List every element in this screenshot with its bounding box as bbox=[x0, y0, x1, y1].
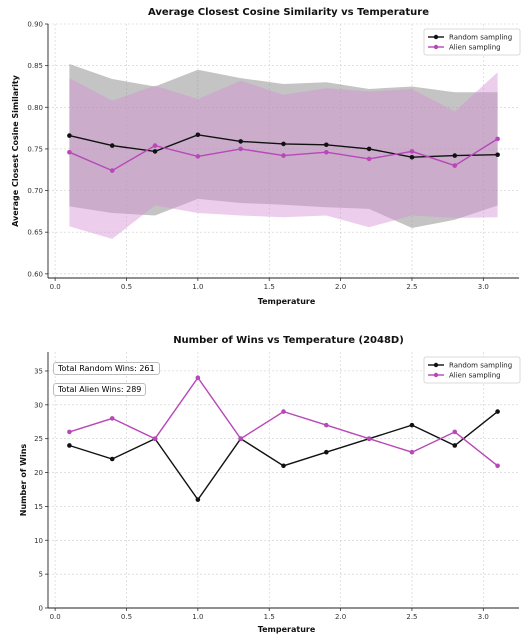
y-tick-label: 0.65 bbox=[27, 229, 43, 237]
legend-label: Alien sampling bbox=[449, 44, 501, 52]
y-tick-label: 35 bbox=[34, 367, 43, 375]
point-random-sampling bbox=[495, 409, 500, 414]
x-tick-label: 0.0 bbox=[50, 283, 61, 291]
point-random-sampling bbox=[238, 139, 243, 144]
point-alien-sampling bbox=[281, 409, 286, 414]
y-tick-label: 10 bbox=[34, 537, 43, 545]
point-alien-sampling bbox=[495, 463, 500, 469]
y-tick-label: 20 bbox=[34, 469, 43, 477]
point-random-sampling bbox=[195, 132, 201, 138]
y-tick-label: 0.90 bbox=[27, 21, 43, 29]
y-tick-label: 0 bbox=[39, 605, 43, 613]
legend-marker bbox=[433, 362, 439, 368]
y-tick-label: 0.60 bbox=[27, 270, 43, 278]
x-tick-label: 0.5 bbox=[121, 283, 132, 291]
x-tick-label: 0.0 bbox=[50, 613, 61, 621]
point-alien-sampling bbox=[238, 436, 243, 441]
annotation-total-random-wins: Total Random Wins: 261 bbox=[53, 362, 160, 375]
x-tick-label: 1.5 bbox=[264, 613, 275, 621]
point-alien-sampling bbox=[366, 436, 372, 441]
legend-marker bbox=[433, 34, 439, 40]
point-random-sampling bbox=[324, 142, 329, 148]
point-alien-sampling bbox=[495, 136, 500, 142]
x-tick-label: 3.0 bbox=[478, 613, 489, 621]
x-tick-label: 2.0 bbox=[335, 613, 346, 621]
point-alien-sampling bbox=[67, 149, 72, 155]
legend: Random sampling Alien sampling bbox=[423, 28, 521, 56]
chart-1: 0.0 0.5 1.0 1.5 2.0 2.5 3.0 0.60 0.65 0.70 0.75 0.8… bbox=[11, 7, 521, 306]
x-tick-label: 1.0 bbox=[192, 283, 203, 291]
legend-marker bbox=[433, 44, 439, 50]
y-tick-label: 0.80 bbox=[27, 104, 43, 112]
point-random-sampling bbox=[409, 422, 415, 428]
point-random-sampling bbox=[195, 497, 201, 502]
point-alien-sampling bbox=[409, 449, 415, 455]
point-alien-sampling bbox=[452, 163, 458, 168]
point-alien-sampling bbox=[281, 153, 286, 158]
y-tick-label: 0.70 bbox=[27, 187, 43, 195]
y-tick-label: 0.75 bbox=[27, 145, 43, 153]
chart-title: Average Closest Cosine Similarity vs Tem… bbox=[148, 7, 429, 18]
y-tick-label: 25 bbox=[34, 435, 43, 443]
line-random-sampling bbox=[69, 411, 499, 501]
x-axis-label: Temperature bbox=[258, 625, 316, 634]
point-random-sampling bbox=[409, 154, 415, 160]
legend: Random sampling Alien sampling bbox=[423, 356, 521, 384]
legend-label: Random sampling bbox=[449, 34, 512, 42]
x-tick-label: 2.0 bbox=[335, 283, 346, 291]
x-tick-label: 3.0 bbox=[478, 283, 489, 291]
point-alien-sampling bbox=[452, 429, 458, 435]
point-alien-sampling bbox=[409, 149, 415, 154]
y-tick-label: 5 bbox=[39, 571, 43, 579]
legend-box bbox=[423, 356, 521, 384]
chart-2: 0.0 0.5 1.0 1.5 2.0 2.5 3.0 0 5 10 15 20 25 30 35 Numbe… bbox=[19, 335, 521, 634]
point-alien-sampling bbox=[366, 156, 372, 162]
point-random-sampling bbox=[495, 152, 500, 158]
annotation-total-alien-wins: Total Alien Wins: 289 bbox=[53, 383, 147, 396]
point-random-sampling bbox=[109, 456, 115, 462]
point-random-sampling bbox=[452, 443, 458, 448]
point-alien-sampling bbox=[238, 146, 243, 152]
point-alien-sampling bbox=[152, 143, 158, 148]
point-random-sampling bbox=[67, 133, 72, 138]
point-random-sampling bbox=[281, 141, 286, 147]
legend-label: Alien sampling bbox=[449, 372, 501, 380]
point-alien-sampling bbox=[109, 416, 115, 421]
point-alien-sampling bbox=[152, 436, 158, 441]
legend-label: Random sampling bbox=[449, 362, 512, 370]
point-random-sampling bbox=[366, 146, 372, 152]
legend-box bbox=[423, 28, 521, 56]
point-alien-sampling bbox=[195, 154, 201, 159]
x-tick-label: 1.5 bbox=[264, 283, 275, 291]
point-alien-sampling bbox=[67, 429, 72, 435]
point-random-sampling bbox=[109, 143, 115, 148]
x-tick-label: 2.5 bbox=[406, 613, 417, 621]
x-tick-label: 0.5 bbox=[121, 613, 132, 621]
point-random-sampling bbox=[324, 449, 329, 455]
x-tick-label: 2.5 bbox=[406, 283, 417, 291]
point-random-sampling bbox=[67, 443, 72, 448]
point-alien-sampling bbox=[195, 375, 201, 381]
point-random-sampling bbox=[152, 149, 158, 154]
legend-marker bbox=[433, 372, 439, 378]
x-tick-label: 1.0 bbox=[192, 613, 203, 621]
point-random-sampling bbox=[281, 463, 286, 469]
y-axis-label: Average Closest Cosine Similarity bbox=[11, 74, 20, 227]
x-axis-label: Temperature bbox=[258, 297, 316, 306]
y-axis-label: Number of Wins bbox=[19, 444, 28, 517]
point-random-sampling bbox=[452, 153, 458, 158]
point-alien-sampling bbox=[109, 168, 115, 173]
y-tick-label: 0.85 bbox=[27, 62, 43, 70]
y-tick-label: 15 bbox=[34, 503, 43, 511]
point-alien-sampling bbox=[324, 422, 329, 428]
y-tick-label: 30 bbox=[34, 401, 43, 409]
point-alien-sampling bbox=[324, 149, 329, 155]
chart-title: Number of Wins vs Temperature (2048D) bbox=[173, 335, 404, 346]
